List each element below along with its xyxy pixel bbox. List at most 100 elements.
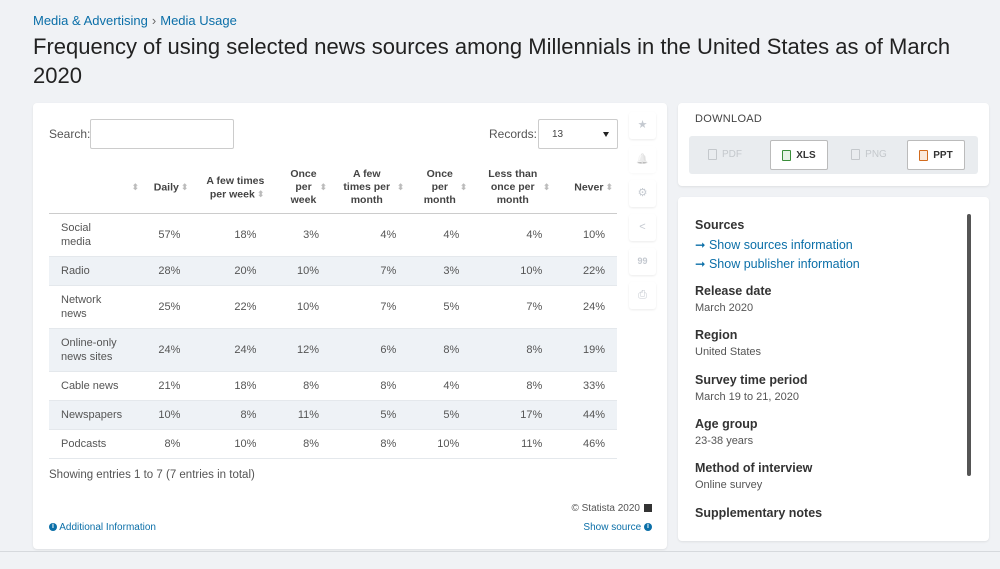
table-cell: 7% — [331, 256, 409, 286]
print-icon[interactable]: ⎙ — [629, 282, 656, 309]
supplementary-notes-heading: Supplementary notes — [695, 506, 823, 520]
column-header-label[interactable]: ⬍ — [49, 163, 143, 214]
records-select[interactable]: 13 — [538, 119, 618, 149]
search-input[interactable] — [90, 119, 234, 149]
png-file-icon — [851, 148, 861, 160]
table-cell: 18% — [192, 213, 269, 257]
table-cell: 5% — [408, 400, 472, 430]
sort-icon: ⬍ — [605, 182, 613, 193]
age-group-heading: Age group — [695, 417, 758, 431]
row-label: Cable news — [49, 371, 143, 401]
table-cell: 12% — [268, 328, 332, 372]
table-cell: 25% — [143, 285, 193, 329]
pdf-file-icon — [708, 148, 717, 160]
table-cell: 10% — [268, 285, 332, 329]
age-group-value: 23-38 years — [695, 435, 754, 447]
table-cell: 8% — [331, 429, 409, 459]
breadcrumb: Media & Advertising › Media Usage — [33, 13, 237, 28]
copyright: © Statista 2020 — [571, 503, 652, 514]
table-cell: 10% — [471, 256, 555, 286]
statistic-card: Search: Records: 13 ⬍ Daily ⬍ A few times… — [33, 103, 667, 549]
png-download-button[interactable]: PNG — [839, 140, 899, 170]
column-header-daily[interactable]: Daily ⬍ — [143, 163, 193, 214]
xls-file-icon — [782, 149, 792, 161]
info-icon: i — [49, 523, 57, 532]
column-header-once-per-month[interactable]: Once per month⬍ — [408, 163, 472, 214]
column-header-text: Never — [574, 181, 604, 194]
row-label: Radio — [49, 256, 143, 286]
column-header-less-than-monthly[interactable]: Less than once per month ⬍ — [471, 163, 555, 214]
table-row: Podcasts 8% 10% 8% 8% 10% 11% 46% — [49, 429, 617, 459]
interview-method-value: Online survey — [695, 479, 763, 491]
table-cell: 10% — [192, 429, 269, 459]
breadcrumb-current-link[interactable]: Media Usage — [160, 13, 237, 28]
bell-icon[interactable]: 🔔 — [629, 146, 656, 173]
release-date-heading: Release date — [695, 284, 772, 298]
column-header-never[interactable]: Never ⬍ — [554, 163, 617, 214]
table-cell: 10% — [268, 256, 332, 286]
table-cell: 6% — [331, 328, 409, 372]
sources-heading: Sources — [695, 218, 745, 232]
row-label: Network news — [49, 285, 143, 329]
survey-period-heading: Survey time period — [695, 373, 808, 387]
table-cell: 8% — [471, 328, 555, 372]
star-icon[interactable]: ★ — [629, 112, 656, 139]
table-cell: 24% — [143, 328, 193, 372]
records-select-value: 13 — [552, 129, 564, 140]
xls-download-button[interactable]: XLS — [770, 140, 828, 170]
release-date-value: March 2020 — [695, 302, 754, 314]
ppt-download-button[interactable]: PPT — [907, 140, 965, 170]
flag-icon[interactable] — [644, 504, 652, 513]
sort-icon: ⬍ — [459, 182, 468, 193]
gear-icon[interactable]: ⚙ — [629, 180, 656, 207]
statistic-details-card: Sources ➞ Show sources information ➞ Sho… — [678, 197, 989, 541]
table-cell: 28% — [143, 256, 193, 286]
table-cell: 3% — [268, 213, 332, 257]
table-row: Social media 57% 18% 3% 4% 4% 4% 10% — [49, 213, 617, 257]
column-header-once-per-week[interactable]: Once per week⬍ — [268, 163, 332, 214]
table-row: Cable news 21% 18% 8% 8% 4% 8% 33% — [49, 371, 617, 401]
pdf-download-button[interactable]: PDF — [697, 140, 753, 170]
table-cell: 10% — [143, 400, 193, 430]
region-value: United States — [695, 346, 762, 358]
share-icon[interactable]: < — [629, 214, 656, 241]
additional-information-link[interactable]: i Additional Information — [49, 522, 156, 533]
table-cell: 4% — [408, 213, 472, 257]
table-cell: 20% — [192, 256, 269, 286]
table-cell: 24% — [554, 285, 617, 329]
table-cell: 5% — [408, 285, 472, 329]
table-cell: 57% — [143, 213, 193, 257]
column-header-few-per-month[interactable]: A few times per month ⬍ — [331, 163, 409, 214]
quote-icon[interactable]: 99 — [629, 248, 656, 275]
download-button-bar: PDF XLS PNG PPT — [689, 136, 978, 174]
table-cell: 8% — [268, 371, 332, 401]
row-label: Social media — [49, 213, 143, 257]
table-cell: 4% — [331, 213, 409, 257]
row-label: Podcasts — [49, 429, 143, 459]
table-row: Network news 25% 22% 10% 7% 5% 7% 24% — [49, 285, 617, 329]
table-cell: 33% — [554, 371, 617, 401]
table-cell: 10% — [554, 213, 617, 257]
show-sources-link[interactable]: ➞ Show sources information — [695, 238, 853, 252]
info-scrollbar[interactable] — [967, 214, 971, 476]
row-label: Newspapers — [49, 400, 143, 430]
sort-icon: ⬍ — [396, 182, 405, 193]
table-cell: 21% — [143, 371, 193, 401]
sort-icon: ⬍ — [131, 182, 139, 193]
show-source-link[interactable]: Show source i — [583, 522, 652, 533]
column-header-text: Less than once per month — [488, 168, 538, 207]
sort-icon: ⬍ — [542, 182, 551, 193]
search-label: Search: — [49, 127, 91, 141]
table-cell: 46% — [554, 429, 617, 459]
download-title: DOWNLOAD — [695, 113, 763, 125]
table-cell: 4% — [408, 371, 472, 401]
column-header-text: A few times per month — [343, 168, 391, 207]
records-label: Records: — [489, 127, 538, 141]
table-cell: 5% — [331, 400, 409, 430]
table-cell: 7% — [331, 285, 409, 329]
table-cell: 22% — [192, 285, 269, 329]
column-header-few-per-week[interactable]: A few times per week ⬍ — [192, 163, 269, 214]
table-row: Online-only news sites 24% 24% 12% 6% 8%… — [49, 328, 617, 372]
show-publisher-link[interactable]: ➞ Show publisher information — [695, 257, 860, 271]
breadcrumb-parent-link[interactable]: Media & Advertising — [33, 13, 148, 28]
